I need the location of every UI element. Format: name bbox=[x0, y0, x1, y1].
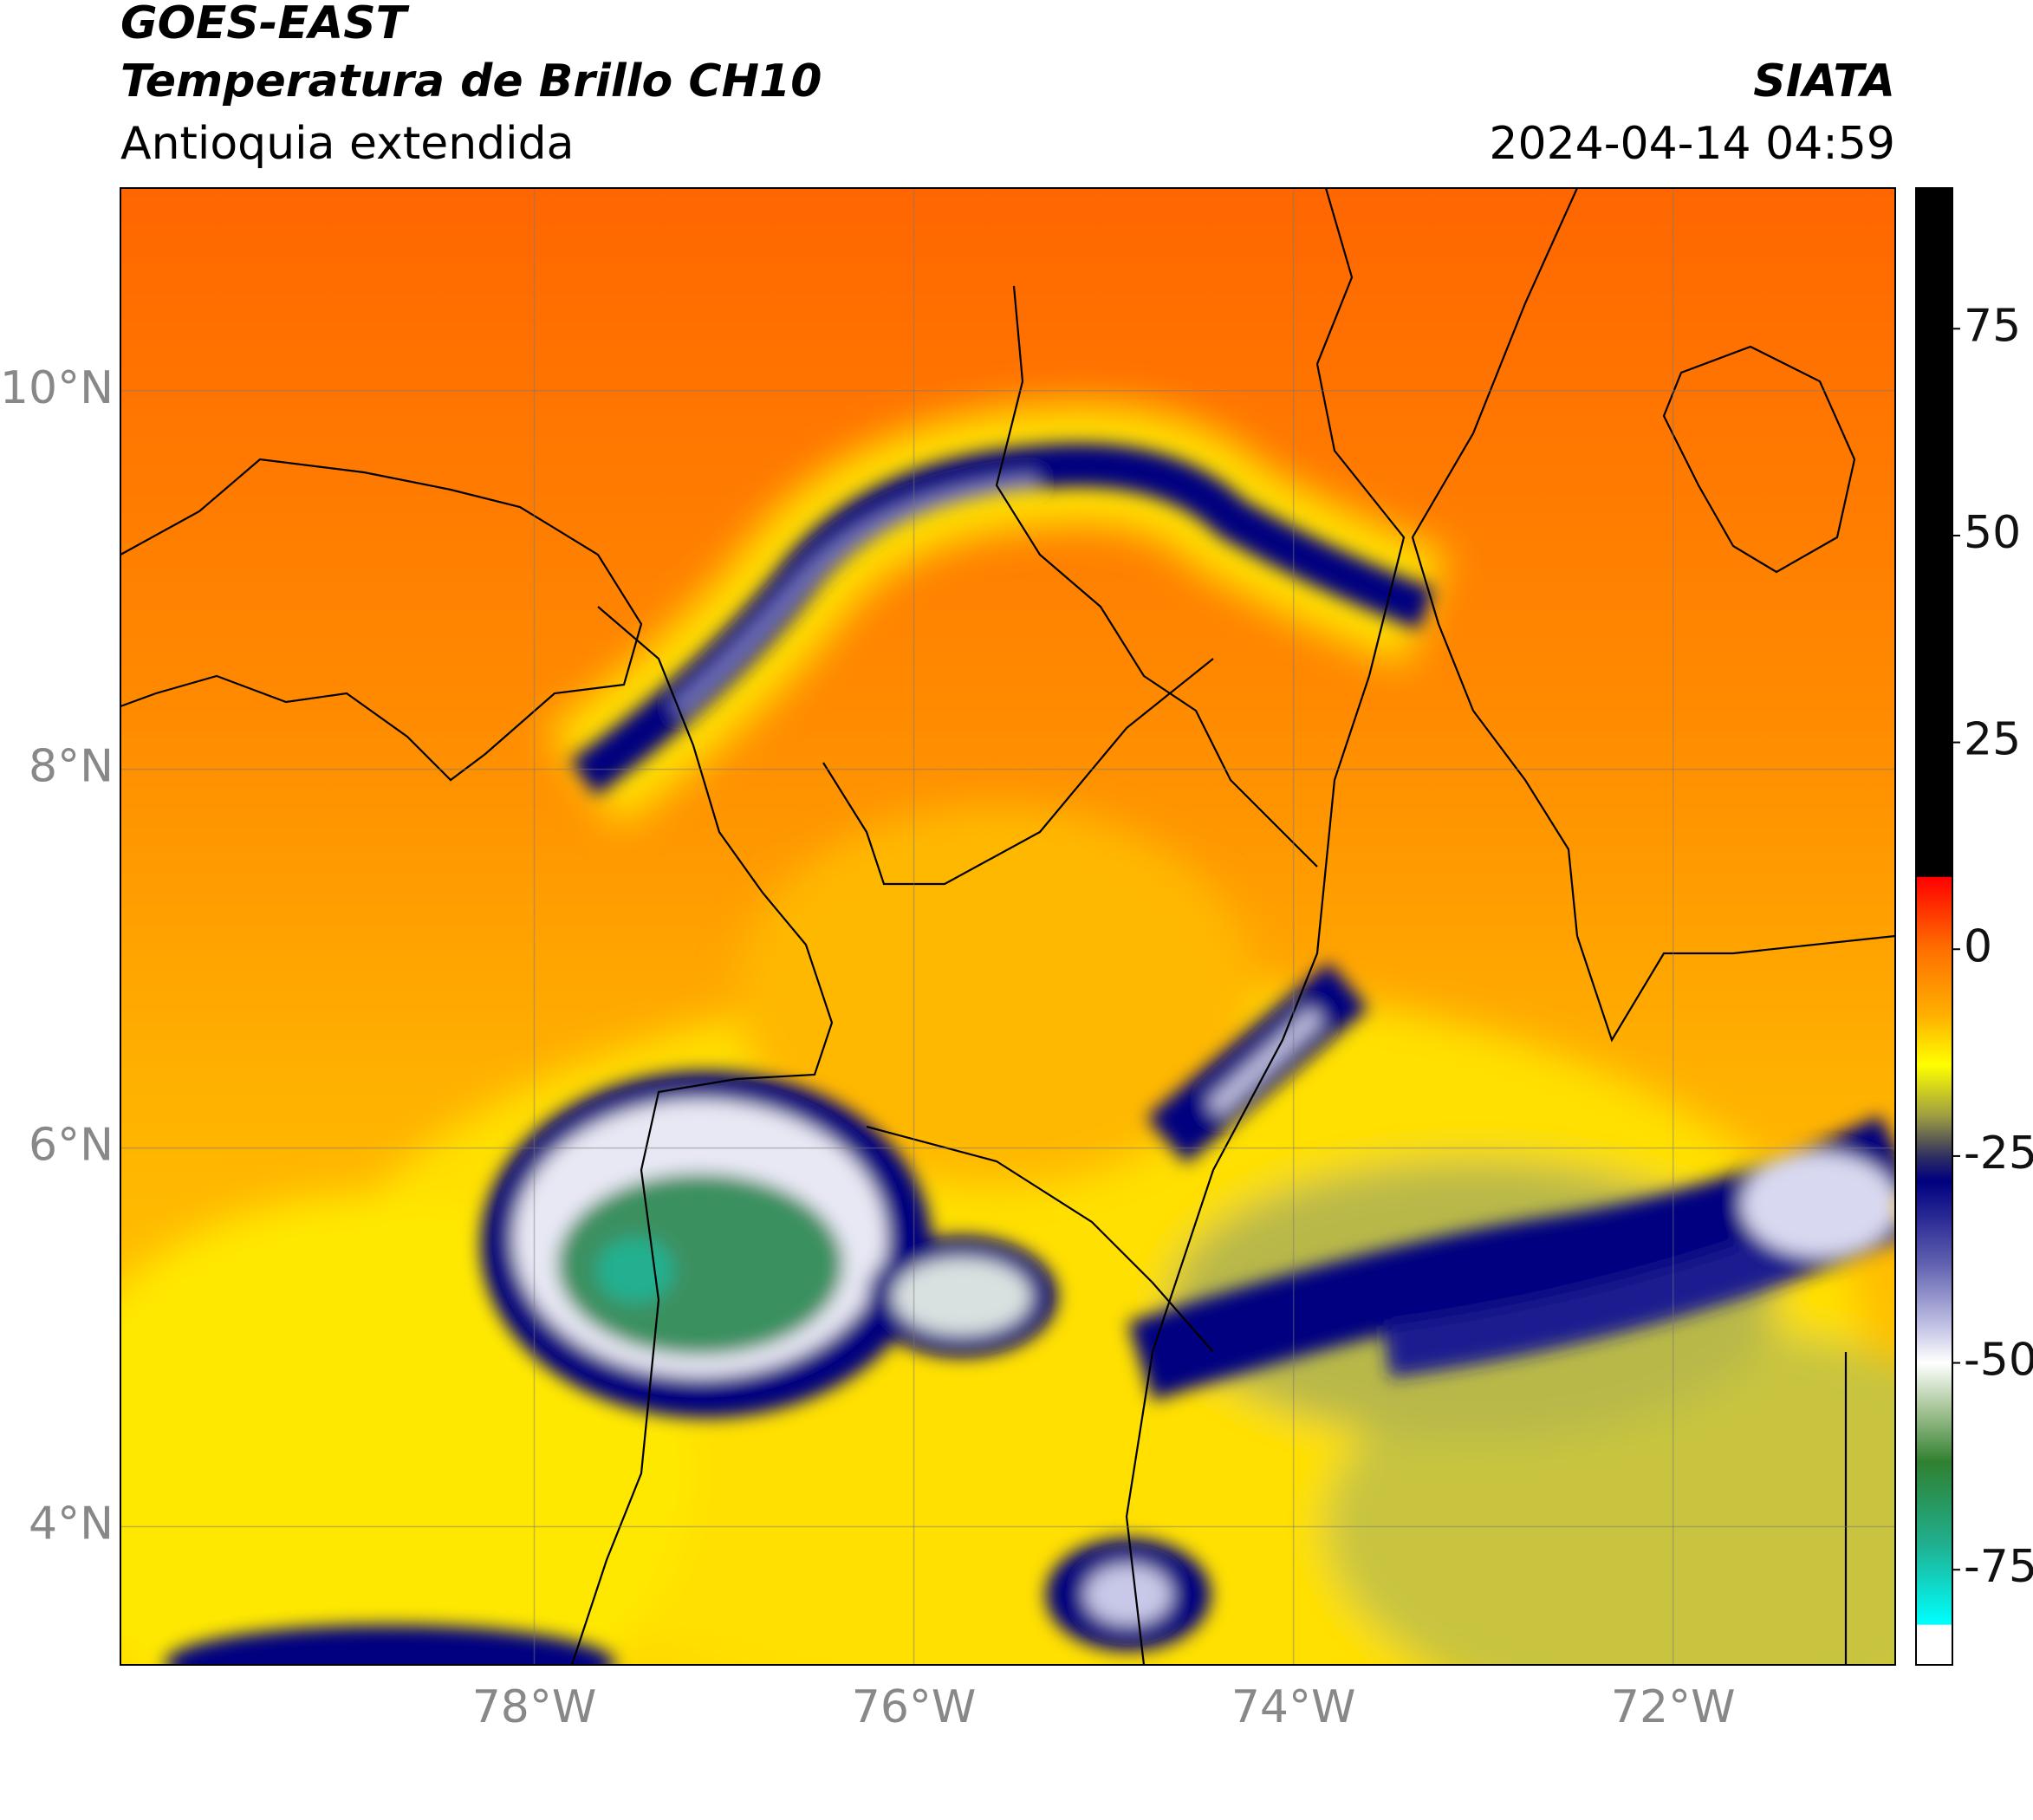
colorbar-tick-label: -50 bbox=[1964, 1335, 2033, 1387]
datetime: 2024-04-14 04:59 bbox=[1489, 118, 1895, 170]
x-tick-label: 76°W bbox=[852, 1681, 977, 1733]
x-tick-label: 72°W bbox=[1611, 1681, 1736, 1733]
colorbar-tick-label: 25 bbox=[1964, 714, 2021, 766]
source: SIATA bbox=[1753, 55, 1895, 107]
x-tick-label: 74°W bbox=[1231, 1681, 1356, 1733]
y-tick-label: 10°N bbox=[0, 362, 114, 414]
borders bbox=[120, 188, 1895, 1665]
y-tick-label: 6°N bbox=[29, 1120, 114, 1172]
map-frame bbox=[120, 187, 1896, 1666]
colorbar-tick-label: -75 bbox=[1964, 1541, 2033, 1593]
title: GOES-EAST bbox=[120, 0, 410, 49]
region: Antioquia extendida bbox=[120, 118, 575, 170]
subtitle: Temperatura de Brillo CH10 bbox=[120, 55, 822, 107]
x-tick-label: 78°W bbox=[472, 1681, 597, 1733]
y-tick-label: 8°N bbox=[29, 741, 114, 793]
colorbar-tick-label: 50 bbox=[1964, 507, 2021, 559]
colorbar-tick-label: 75 bbox=[1964, 300, 2021, 352]
colorbar-tick-label: -25 bbox=[1964, 1128, 2033, 1180]
colorbar bbox=[1915, 187, 1953, 1666]
satellite-image bbox=[120, 188, 1895, 1665]
colorbar-tick-label: 0 bbox=[1964, 920, 1992, 972]
y-tick-label: 4°N bbox=[29, 1498, 114, 1550]
